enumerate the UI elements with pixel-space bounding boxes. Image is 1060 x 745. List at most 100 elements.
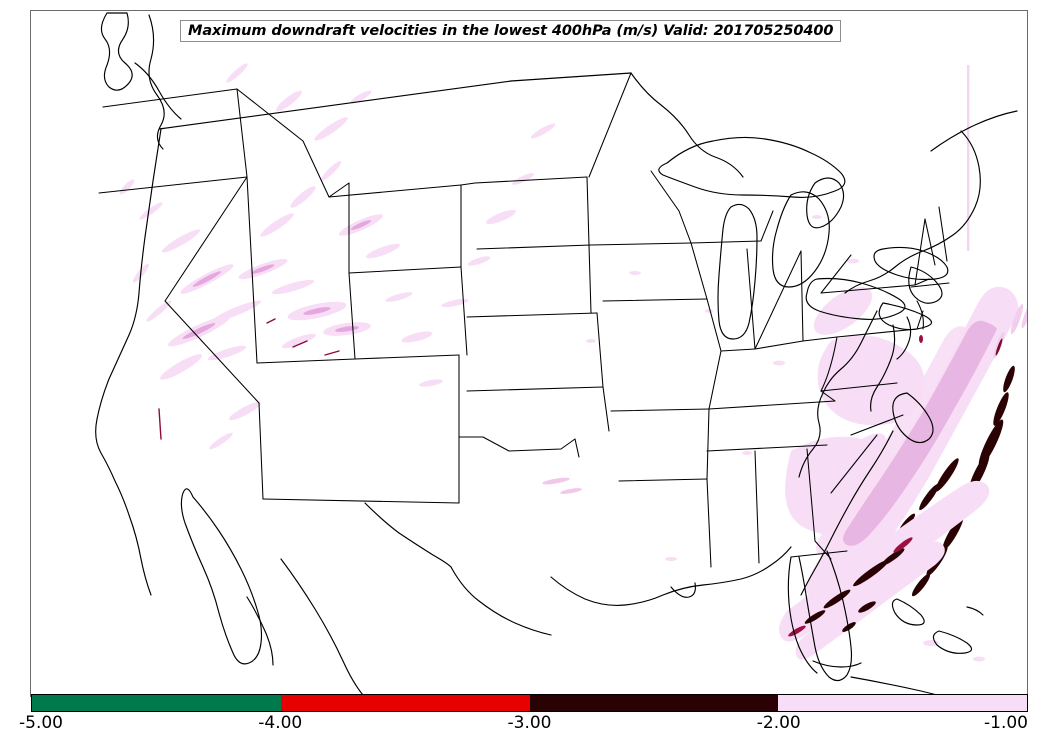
mississippi-delta	[670, 582, 696, 598]
il-wi-border	[690, 240, 762, 244]
ms-al-border	[754, 450, 760, 564]
delaware-bay	[896, 316, 912, 360]
ny-east	[914, 278, 930, 286]
texas-gulf-coast	[450, 566, 552, 636]
sd-east	[588, 244, 592, 314]
bahamas-3	[966, 606, 984, 616]
plot-title: Maximum downdraft velocities in the lowe…	[188, 23, 834, 39]
southeast-coast	[800, 430, 894, 596]
long-island	[878, 302, 933, 331]
mi-oh-in	[754, 250, 802, 350]
ne-east	[596, 312, 604, 388]
az-nm-border	[258, 402, 264, 500]
geography-layer	[95, 12, 1018, 696]
bahamas-1	[891, 598, 925, 626]
colorbar-tick--2.00: -2.00	[756, 713, 801, 733]
colorbar-segment-moderate-downdraft	[280, 695, 530, 711]
ca-nv-diagonal	[164, 176, 248, 302]
florida-keys	[812, 660, 862, 668]
florida-peninsula	[798, 550, 853, 682]
us-canada-border-west	[158, 80, 512, 130]
nv-ut-border	[246, 176, 258, 364]
wy-co-border	[348, 266, 462, 274]
west-coast-main	[95, 128, 162, 596]
co-east	[460, 266, 468, 356]
sd-ne-border	[476, 244, 592, 250]
ok-east	[574, 438, 580, 458]
pa-ny-border	[820, 284, 916, 294]
colorbar-segment-weak-moderate-downdraft	[529, 695, 779, 711]
mn-border-n	[588, 72, 632, 178]
mn-wi-border	[650, 170, 692, 244]
ok-tx-border	[458, 436, 576, 452]
nh-me-border	[938, 206, 948, 262]
chesapeake-bay	[870, 324, 896, 412]
ca-az-border	[164, 300, 260, 404]
ks-east	[602, 386, 610, 432]
lake-superior	[658, 136, 846, 198]
colorbar-tick-labels: -5.00 -4.00 -3.00 -2.00 -1.00	[19, 713, 1028, 739]
puget-coast	[148, 14, 165, 150]
map-frame	[30, 10, 1028, 697]
tn-ms-al-border	[706, 444, 828, 452]
oh-ky-border	[754, 336, 838, 350]
mt-nd-border	[460, 182, 476, 186]
ut-co-border	[348, 272, 356, 360]
nd-sd-border	[474, 176, 588, 184]
ia-east	[690, 242, 708, 300]
ky-tn-border	[708, 400, 836, 410]
nd-east	[586, 176, 590, 246]
lake-michigan	[717, 203, 758, 340]
ma-ct-border	[910, 282, 950, 288]
shading-speckles	[586, 215, 985, 662]
ne-ks-border	[466, 312, 598, 318]
florida-gulf-coast	[787, 556, 818, 674]
vancouver-island	[134, 62, 182, 120]
colorbar-tick--3.00: -3.00	[507, 713, 552, 733]
ia-mo-border	[602, 298, 708, 302]
pacific-northwest-coast	[100, 12, 133, 91]
colorbar-tick--5.00: -5.00	[19, 713, 63, 733]
il-in-border	[746, 248, 756, 350]
colorbar-segment-strong-downdraft	[32, 695, 281, 711]
id-or-border	[236, 88, 248, 178]
il-ky-border	[720, 348, 756, 352]
va-wv-ky	[820, 390, 836, 402]
mo-ar-border	[610, 408, 710, 412]
mn-ia-border	[590, 242, 692, 246]
shading-atlantic-band	[805, 286, 1019, 598]
georgian-bay	[806, 177, 845, 229]
shading-great-basin-maroon	[158, 318, 340, 440]
ga-fl-border	[790, 550, 848, 558]
colorbar-gradient	[31, 694, 1028, 712]
ny-vt-nh	[914, 218, 926, 286]
plot-title-box: Maximum downdraft velocities in the lowe…	[180, 20, 842, 42]
ar-la-border	[618, 478, 708, 482]
outer-banks	[892, 392, 934, 444]
downdraft-shading-layer	[119, 63, 1027, 662]
cape-cod	[908, 266, 943, 304]
mt-wy-border	[328, 184, 462, 198]
us-canada-border-plains	[510, 72, 632, 82]
mexico-west-coast	[280, 558, 364, 696]
state-boundaries	[98, 72, 950, 568]
wa-or-border	[102, 88, 238, 108]
baja-gulf-shore	[246, 596, 274, 666]
rio-grande	[364, 502, 452, 568]
shading-texas	[542, 477, 582, 494]
lake-huron	[771, 191, 830, 288]
st-lawrence	[930, 110, 1018, 152]
nm-south	[262, 498, 460, 504]
nm-co-border	[354, 354, 460, 360]
colorbar: -5.00 -4.00 -3.00 -2.00 -1.00	[19, 694, 1028, 733]
ks-ok-border	[466, 386, 604, 392]
baja-peninsula	[180, 488, 263, 665]
colorbar-tick--1.00: -1.00	[984, 713, 1028, 733]
la-east	[706, 478, 712, 568]
shading-great-basin-cores	[182, 220, 372, 339]
ny-border-north	[820, 254, 852, 294]
shading-midatlantic-streaks	[919, 301, 1027, 359]
shading-florida	[779, 480, 990, 660]
or-ca-nv-border	[98, 176, 248, 194]
